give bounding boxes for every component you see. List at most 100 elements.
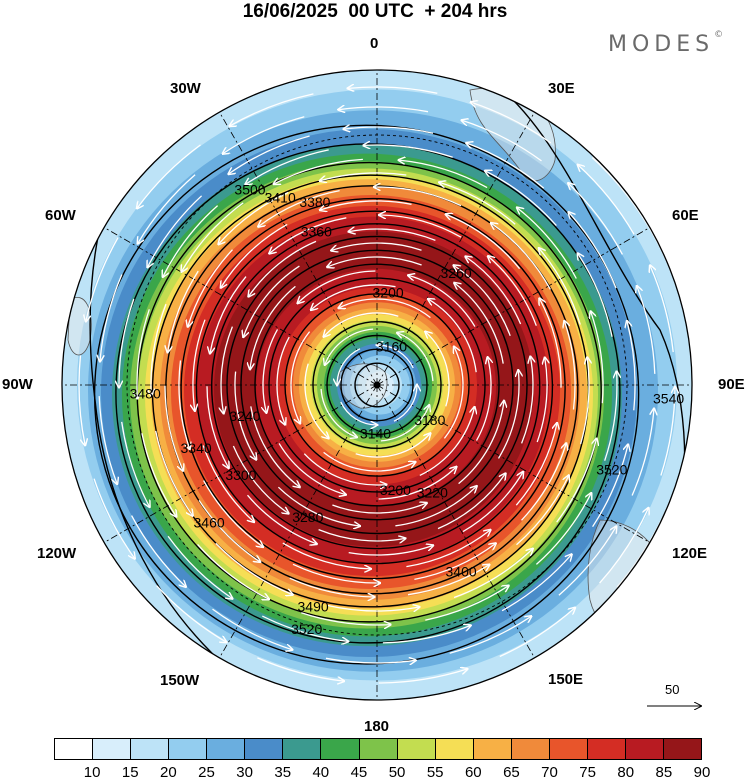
streamline — [650, 266, 674, 353]
streamline — [340, 401, 377, 425]
streamline — [331, 242, 422, 250]
colorbar-swatch — [473, 739, 512, 759]
contour-label: 3300 — [225, 467, 256, 483]
streamline — [232, 445, 288, 513]
streamline — [540, 299, 562, 388]
colorbar-tick-label: 75 — [579, 764, 596, 781]
streamline — [535, 493, 591, 565]
contour-label: 3540 — [653, 390, 684, 406]
height-contour — [180, 197, 566, 580]
streamline — [320, 388, 357, 437]
streamline — [517, 208, 577, 279]
colorbar-tick-label: 70 — [541, 764, 558, 781]
lon-label-120w: 120W — [37, 545, 77, 562]
streamline — [131, 515, 186, 587]
streamline — [406, 530, 490, 568]
colorbar-tick-label: 50 — [388, 764, 406, 781]
streamline — [569, 212, 617, 289]
streamline — [637, 286, 656, 374]
contour-label: 3140 — [360, 426, 391, 442]
streamline — [414, 544, 495, 581]
south-pole-marker — [373, 381, 381, 389]
streamline — [167, 535, 232, 598]
colorbar-swatch — [397, 739, 436, 759]
streamline — [337, 348, 361, 385]
colorbar-tick-label: 80 — [617, 764, 635, 781]
streamline — [382, 626, 471, 644]
colorbar-swatch — [511, 739, 550, 759]
streamline — [578, 165, 635, 235]
streamline — [536, 358, 547, 443]
colorbar-tick-label: 20 — [160, 764, 177, 781]
contour-label: 3520 — [596, 461, 627, 477]
contour-label: 3240 — [229, 408, 260, 424]
streamline — [501, 555, 571, 612]
streamline — [426, 332, 450, 407]
colorbar — [54, 738, 702, 760]
streamline — [556, 439, 597, 523]
colorbar-swatch — [207, 739, 246, 759]
graticule — [62, 70, 692, 700]
streamline — [163, 205, 219, 277]
streamline — [246, 149, 329, 184]
reference-vector: 50 — [645, 682, 707, 716]
streamline — [339, 107, 429, 112]
colorbar-tick-label: 25 — [198, 764, 215, 781]
lon-label-120e: 120E — [672, 545, 708, 562]
colorbar-tick-label: 85 — [655, 764, 673, 781]
streamline — [223, 116, 305, 154]
streamline — [377, 345, 414, 369]
streamline — [243, 265, 300, 337]
streamline — [250, 406, 300, 487]
streamline — [277, 486, 359, 526]
streamline — [206, 386, 229, 468]
contour-label: 3480 — [130, 385, 161, 401]
streamline — [399, 160, 488, 189]
brand-logo: MODES© — [608, 30, 723, 57]
streamline — [188, 249, 233, 327]
streamline — [488, 256, 537, 326]
streamline — [193, 319, 206, 411]
streamline — [568, 183, 623, 255]
streamline — [515, 423, 557, 506]
colorbar-tick-label: 90 — [693, 764, 711, 781]
lon-label-90w: 90W — [2, 376, 33, 393]
streamline — [202, 445, 254, 522]
streamline — [292, 563, 380, 583]
streamline — [462, 472, 523, 533]
streamline — [604, 372, 617, 461]
streamline — [100, 274, 123, 362]
streamline — [138, 174, 196, 244]
streamline — [151, 303, 167, 395]
streamline — [212, 608, 293, 650]
streamline — [443, 347, 464, 439]
contour-label: 3410 — [265, 189, 296, 205]
streamline — [98, 396, 117, 484]
streamline — [325, 328, 374, 365]
streamline — [327, 256, 422, 267]
contour-label: 3260 — [441, 265, 472, 281]
streamline — [539, 248, 581, 325]
colorbar-swatch — [587, 739, 626, 759]
wind-speed-shading — [62, 70, 692, 700]
streamline — [262, 615, 348, 641]
colorbar-tick-label: 10 — [83, 764, 101, 781]
streamline — [379, 215, 462, 238]
streamline — [627, 321, 636, 411]
contour-label: 3360 — [301, 223, 332, 239]
streamline — [289, 577, 375, 597]
lon-label-60w: 60W — [45, 207, 76, 224]
contour-label: 3220 — [417, 484, 448, 500]
streamline — [298, 270, 376, 303]
streamline — [428, 299, 477, 373]
streamline — [155, 430, 193, 516]
streamline — [591, 312, 604, 404]
streamline — [437, 474, 505, 530]
streamline — [119, 298, 135, 387]
streamline — [378, 669, 468, 684]
streamline — [198, 499, 260, 562]
colorbar-tick-label: 65 — [503, 764, 520, 781]
colorbar-tick-label: 15 — [121, 764, 139, 781]
colorbar-swatch — [625, 739, 664, 759]
